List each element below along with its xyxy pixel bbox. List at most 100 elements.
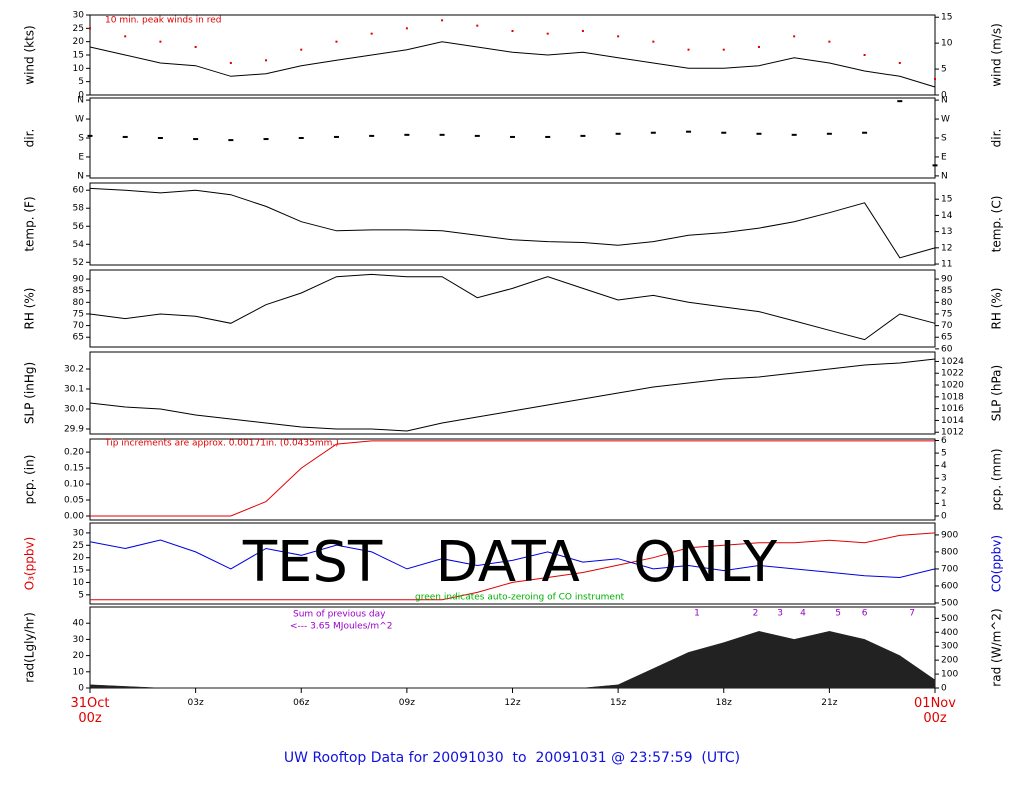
direction-mark xyxy=(193,138,199,141)
y-tick-label: 20 xyxy=(73,553,85,563)
day-marker: 7 xyxy=(909,609,915,619)
y-tick-label: 40 xyxy=(73,619,85,629)
x-tick-label: 01Nov 00z xyxy=(914,696,956,726)
y2-tick-label: 65 xyxy=(941,333,952,343)
line xyxy=(89,358,936,432)
annotation: Tip increments are approx. 0.00171in. (0… xyxy=(104,439,339,449)
y2-tick-label: 0 xyxy=(941,511,947,521)
y-tick-label: 30.0 xyxy=(64,405,84,415)
annotation: <--- 3.65 MJoules/m^2 xyxy=(290,622,392,632)
direction-mark xyxy=(826,132,832,135)
y2-tick-label: 60 xyxy=(941,344,953,354)
peak-dot xyxy=(441,19,444,22)
y-tick-label: 0.15 xyxy=(64,464,84,474)
y-tick-label: 20 xyxy=(73,37,85,47)
peak-dot xyxy=(828,40,831,43)
y-tick-label: 0.10 xyxy=(64,480,84,490)
direction-mark xyxy=(650,131,656,134)
y-tick-label: 5 xyxy=(78,590,84,600)
line xyxy=(90,440,935,517)
peak-dot xyxy=(617,35,620,38)
y-tick-label: 75 xyxy=(73,309,84,319)
line xyxy=(89,273,936,341)
y-axis-label: wind (kts) xyxy=(23,25,37,84)
panel-frame xyxy=(89,522,936,605)
footer-title: UW Rooftop Data for 20091030 to 20091031… xyxy=(283,750,741,766)
line xyxy=(89,187,936,259)
panel-frame xyxy=(89,14,936,96)
y-tick-label: 90 xyxy=(73,275,85,285)
direction-mark xyxy=(756,132,762,135)
y2-tick-label: 700 xyxy=(941,564,958,574)
y-axis-label: O₃(ppbv) xyxy=(23,537,37,591)
y2-tick-label: 15 xyxy=(941,13,952,23)
peak-dot xyxy=(335,40,338,43)
y2-tick-label: 1018 xyxy=(941,392,964,402)
y2-tick-label: N xyxy=(941,171,948,181)
y2-tick-label: 400 xyxy=(941,628,958,638)
peak-dot xyxy=(546,32,549,35)
direction-mark xyxy=(404,133,410,136)
x-tick-label: 15z xyxy=(610,698,627,708)
panel-frame xyxy=(89,438,936,521)
y-tick-label: 52 xyxy=(73,258,84,268)
line xyxy=(89,539,936,579)
direction-mark xyxy=(474,134,480,137)
y-tick-label: 0 xyxy=(78,91,84,101)
peak-dot xyxy=(511,30,514,32)
y-tick-label: 30 xyxy=(73,11,85,21)
y-tick-label: 58 xyxy=(73,204,85,214)
direction-mark xyxy=(333,135,339,138)
y-tick-label: 20 xyxy=(73,651,85,661)
annotation: 10 min. peak winds in red xyxy=(105,16,222,26)
peak-dot xyxy=(476,24,479,27)
direction-mark xyxy=(686,130,692,133)
y2-tick-label: 1022 xyxy=(941,369,964,379)
y2-tick-label: 500 xyxy=(941,614,958,624)
y-tick-label: 10 xyxy=(73,64,85,74)
direction-mark xyxy=(615,132,621,135)
y2-tick-label: 6 xyxy=(941,436,947,446)
day-marker: 2 xyxy=(753,609,759,619)
direction-mark xyxy=(122,135,128,138)
annotation: green indicates auto-zeroing of CO instr… xyxy=(415,593,625,603)
direction-mark xyxy=(897,100,903,103)
y-tick-label: 85 xyxy=(73,286,84,296)
y2-tick-label: 0 xyxy=(941,91,947,101)
y2-tick-label: 12 xyxy=(941,243,952,253)
y2-tick-label: 1012 xyxy=(941,428,964,438)
y-tick-label: S xyxy=(78,134,84,144)
y2-tick-label: 85 xyxy=(941,286,952,296)
y2-tick-label: 600 xyxy=(941,581,958,591)
y-tick-label: N xyxy=(77,96,84,106)
panel-frame xyxy=(89,269,936,348)
y2-tick-label: 2 xyxy=(941,486,947,496)
y-tick-label: 70 xyxy=(73,321,85,331)
annotation: Sum of previous day xyxy=(293,610,386,620)
direction-mark xyxy=(791,133,797,136)
y-tick-label: W xyxy=(75,115,84,125)
y2-tick-label: S xyxy=(941,134,947,144)
y-axis-label: dir. xyxy=(23,129,37,148)
peak-dot xyxy=(652,40,655,43)
x-tick-label: 18z xyxy=(715,698,732,708)
direction-mark xyxy=(369,134,375,137)
peak-dot xyxy=(159,40,162,43)
y2-tick-label: 80 xyxy=(941,298,953,308)
line xyxy=(89,41,936,88)
direction-mark xyxy=(87,134,93,137)
peak-dot xyxy=(405,27,408,30)
y-axis-label: temp. (F) xyxy=(23,196,37,251)
y-tick-label: 25 xyxy=(73,541,84,551)
y2-tick-label: 900 xyxy=(941,530,958,540)
area xyxy=(89,631,936,689)
y-tick-label: 15 xyxy=(73,51,84,61)
direction-mark xyxy=(263,138,269,141)
x-tick-label: 21z xyxy=(821,698,838,708)
y-axis-label: pcp. (in) xyxy=(23,455,37,505)
direction-mark xyxy=(721,131,727,134)
y2-tick-label: N xyxy=(941,96,948,106)
y2-tick-label: 1020 xyxy=(941,381,964,391)
day-marker: 3 xyxy=(777,609,783,619)
